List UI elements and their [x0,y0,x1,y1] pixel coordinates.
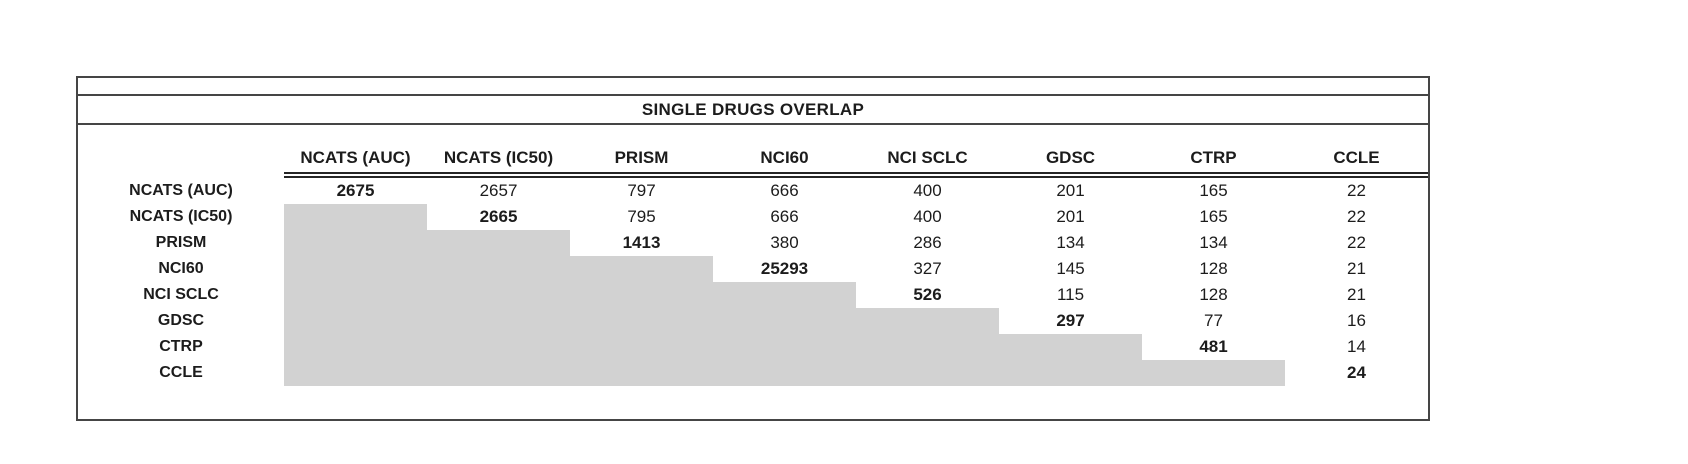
column-header-0: NCATS (AUC) [300,148,411,167]
matrix-cell-r0-c6: 165 [1199,181,1228,200]
matrix-cell-r7-c4 [856,360,999,386]
matrix-cell-r7-c3 [713,360,856,386]
column-header-4: NCI SCLC [887,148,968,167]
matrix-cell-r6-c4 [856,334,999,360]
column-header-5: GDSC [1045,148,1096,167]
matrix-cell-r4-c7: 21 [1347,285,1366,304]
matrix-cell-r6-c3 [713,334,856,360]
matrix-cell-r7-c1 [427,360,570,386]
matrix-cell-r7-c6 [1142,360,1285,386]
row-header-5: GDSC [157,312,205,329]
overlap-matrix: NCATS (AUC) NCATS (IC50) PRISM NCI60 NCI SCL… [78,145,1428,386]
row-header-3: NCI60 [158,260,204,277]
column-header-3: NCI60 [760,148,809,167]
matrix-cell-r1-c5: 201 [1056,207,1085,226]
matrix-cell-r1-c1: 2665 [479,207,518,226]
matrix-cell-r7-c2 [570,360,713,386]
matrix-cell-r7-c0 [284,360,427,386]
matrix-cell-r1-c0 [284,204,427,230]
matrix-cell-r2-c5: 134 [1056,233,1085,252]
matrix-cell-r5-c2 [570,308,713,334]
matrix-cell-r6-c1 [427,334,570,360]
matrix-cell-r4-c2 [570,282,713,308]
row-header-2: PRISM [155,234,207,251]
matrix-cell-r4-c5: 115 [1056,285,1085,304]
matrix-cell-r0-c1: 2657 [479,181,518,200]
column-header-2: PRISM [614,148,669,167]
matrix-cell-r4-c4: 526 [913,285,942,304]
matrix-cell-r5-c7: 16 [1347,311,1366,330]
table-frame: SINGLE DRUGS OVERLAP NCATS (AUC) NCATS (I… [76,76,1430,421]
table-title: SINGLE DRUGS OVERLAP [78,96,1428,125]
rule-spacer [78,172,284,178]
matrix-cell-r0-c7: 22 [1347,181,1366,200]
matrix-cell-r3-c1 [427,256,570,282]
matrix-cell-r6-c2 [570,334,713,360]
row-header-4: NCI SCLC [143,286,219,303]
matrix-cell-r7-c5 [999,360,1142,386]
matrix-cell-r1-c6: 165 [1199,207,1228,226]
matrix-cell-r6-c7: 14 [1347,337,1366,356]
matrix-cell-r0-c0: 2675 [336,181,375,200]
matrix-cell-r5-c4 [856,308,999,334]
matrix-cell-r0-c4: 400 [913,181,942,200]
matrix-cell-r1-c4: 400 [913,207,942,226]
matrix-cell-r1-c7: 22 [1347,207,1366,226]
row-header-7: CCLE [159,364,203,381]
matrix-cell-r4-c0 [284,282,427,308]
matrix-cell-r2-c6: 134 [1199,233,1228,252]
matrix-cell-r2-c4: 286 [913,233,942,252]
corner-spacer [78,145,284,171]
matrix-cell-r2-c2: 1413 [622,233,661,252]
top-strip [78,78,1428,96]
header-double-rule [284,172,1428,178]
matrix-cell-r3-c7: 21 [1347,259,1366,278]
matrix-cell-r4-c6: 128 [1199,285,1228,304]
column-header-6: CTRP [1190,148,1237,167]
matrix-cell-r5-c5: 297 [1056,311,1085,330]
matrix-cell-r3-c5: 145 [1056,259,1085,278]
matrix-cell-r0-c3: 666 [770,181,799,200]
matrix-cell-r2-c3: 380 [770,233,799,252]
matrix-cell-r3-c4: 327 [913,259,942,278]
column-header-7: CCLE [1333,148,1380,167]
matrix-cell-r4-c1 [427,282,570,308]
matrix-cell-r4-c3 [713,282,856,308]
matrix-cell-r2-c0 [284,230,427,256]
row-header-0: NCATS (AUC) [129,182,233,199]
matrix-cell-r6-c6: 481 [1199,337,1228,356]
matrix-cell-r1-c2: 795 [627,207,656,226]
matrix-cell-r2-c1 [427,230,570,256]
matrix-cell-r7-c7: 24 [1347,363,1366,382]
matrix-cell-r0-c2: 797 [627,181,656,200]
matrix-cell-r6-c5 [999,334,1142,360]
matrix-cell-r0-c5: 201 [1056,181,1085,200]
matrix-cell-r5-c1 [427,308,570,334]
column-header-1: NCATS (IC50) [443,148,554,167]
matrix-cell-r5-c3 [713,308,856,334]
matrix-cell-r2-c7: 22 [1347,233,1366,252]
matrix-cell-r6-c0 [284,334,427,360]
row-header-1: NCATS (IC50) [129,208,233,225]
matrix-cell-r3-c0 [284,256,427,282]
matrix-cell-r5-c0 [284,308,427,334]
matrix-cell-r5-c6: 77 [1204,311,1223,330]
matrix-cell-r1-c3: 666 [770,207,799,226]
matrix-cell-r3-c6: 128 [1199,259,1228,278]
matrix-cell-r3-c3: 25293 [760,259,809,278]
matrix-cell-r3-c2 [570,256,713,282]
row-header-6: CTRP [159,338,203,355]
